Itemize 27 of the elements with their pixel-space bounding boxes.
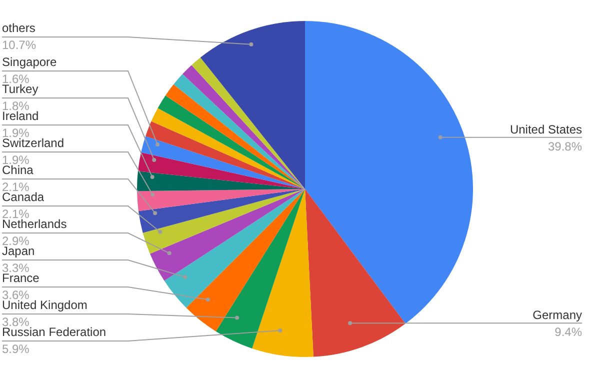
slice-label: Switzerland bbox=[2, 136, 64, 150]
data-label: 5.9% bbox=[2, 342, 30, 356]
slice-label: Ireland bbox=[2, 109, 39, 123]
slice-label: Turkey bbox=[2, 82, 38, 96]
pie-slice bbox=[164, 189, 305, 308]
pie-slice bbox=[252, 189, 314, 357]
pie-slice bbox=[141, 136, 305, 189]
slice-label: United Kingdom bbox=[2, 298, 88, 312]
pie-slice bbox=[151, 108, 305, 189]
slice-label: United States bbox=[510, 122, 582, 136]
slice-label: Singapore bbox=[2, 55, 58, 69]
pie-slice bbox=[138, 152, 305, 189]
slice-label: Germany bbox=[532, 308, 582, 322]
pie-slice bbox=[305, 21, 473, 324]
pie-slice bbox=[305, 189, 406, 357]
pie-slice bbox=[186, 189, 305, 332]
pie-slice bbox=[216, 189, 305, 348]
data-label: 39.8% bbox=[548, 139, 582, 154]
pie-slice bbox=[146, 121, 305, 189]
data-label: 9.4% bbox=[554, 325, 582, 340]
pie-slice bbox=[137, 171, 305, 192]
pie-slice bbox=[137, 189, 305, 212]
data-label: 10.7% bbox=[2, 38, 36, 52]
pie-slice bbox=[142, 189, 305, 254]
slice-label: others bbox=[2, 21, 36, 35]
slice-label: China bbox=[2, 163, 34, 177]
slice-label: Netherlands bbox=[2, 217, 67, 231]
